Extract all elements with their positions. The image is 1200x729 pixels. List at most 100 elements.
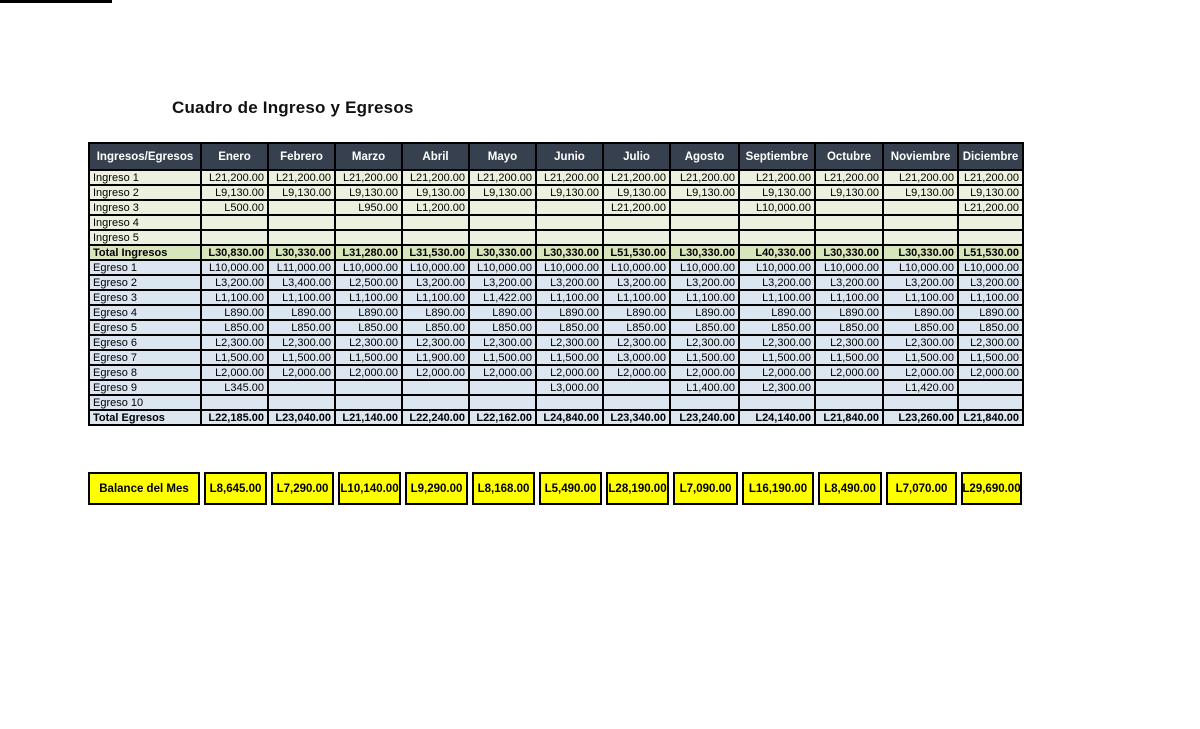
cell-value: L21,140.00 <box>334 409 403 426</box>
balance-value: L29,690.00 <box>961 472 1022 505</box>
cell-value <box>535 214 604 231</box>
cell-value: L890.00 <box>602 304 671 321</box>
cell-value: L3,200.00 <box>200 274 269 291</box>
cell-value: L10,000.00 <box>957 259 1024 276</box>
row-label: Egreso 7 <box>88 349 202 366</box>
cell-value <box>334 394 403 411</box>
cell-value <box>957 379 1024 396</box>
cell-value: L21,200.00 <box>468 169 537 186</box>
cell-value: L850.00 <box>957 319 1024 336</box>
cell-value: L51,530.00 <box>602 244 671 261</box>
cell-value: L21,200.00 <box>334 169 403 186</box>
cell-value: L850.00 <box>334 319 403 336</box>
row-label: Ingreso 1 <box>88 169 202 186</box>
cell-value: L23,340.00 <box>602 409 671 426</box>
cell-value: L850.00 <box>738 319 816 336</box>
row-label: Egreso 6 <box>88 334 202 351</box>
cell-value <box>669 214 740 231</box>
cell-value: L22,240.00 <box>401 409 470 426</box>
cell-value <box>468 379 537 396</box>
cell-value: L850.00 <box>267 319 336 336</box>
balance-value: L16,190.00 <box>742 472 814 505</box>
table-row-ingreso-5: Ingreso 5 <box>88 229 1024 246</box>
cell-value <box>535 199 604 216</box>
cell-value: L10,000.00 <box>602 259 671 276</box>
column-header-diciembre: Diciembre <box>957 142 1024 171</box>
cell-value: L9,130.00 <box>669 184 740 201</box>
cell-value: L1,100.00 <box>957 289 1024 306</box>
cell-value: L9,130.00 <box>401 184 470 201</box>
cell-value <box>814 229 884 246</box>
row-label: Egreso 4 <box>88 304 202 321</box>
cell-value <box>882 394 959 411</box>
row-label: Total Ingresos <box>88 244 202 261</box>
balance-value: L9,290.00 <box>405 472 468 505</box>
cell-value: L1,500.00 <box>334 349 403 366</box>
cell-value: L21,200.00 <box>957 199 1024 216</box>
table-row-ingreso-3: Ingreso 3 L500.00 L950.00 L1,200.00 L21,200.… <box>88 199 1024 216</box>
cell-value <box>267 379 336 396</box>
cell-value: L21,200.00 <box>267 169 336 186</box>
cell-value: L2,300.00 <box>669 334 740 351</box>
cell-value: L2,000.00 <box>602 364 671 381</box>
cell-value <box>468 214 537 231</box>
cell-value <box>468 229 537 246</box>
table-row-egreso-5: Egreso 5 L850.00 L850.00 L850.00 L850.00 L850… <box>88 319 1024 336</box>
column-header-abril: Abril <box>401 142 470 171</box>
cell-value: L22,162.00 <box>468 409 537 426</box>
cell-value: L21,840.00 <box>814 409 884 426</box>
cell-value: L9,130.00 <box>200 184 269 201</box>
cell-value: L9,130.00 <box>738 184 816 201</box>
cell-value: L890.00 <box>814 304 884 321</box>
cell-value: L3,000.00 <box>535 379 604 396</box>
cell-value: L9,130.00 <box>882 184 959 201</box>
cell-value <box>669 199 740 216</box>
cell-value: L31,280.00 <box>334 244 403 261</box>
table-row-total-egresos: Total Egresos L22,185.00 L23,040.00 L21,140… <box>88 409 1024 426</box>
cell-value: L500.00 <box>200 199 269 216</box>
cell-value: L850.00 <box>882 319 959 336</box>
cell-value <box>882 229 959 246</box>
cell-value: L2,300.00 <box>401 334 470 351</box>
cell-value: L30,330.00 <box>814 244 884 261</box>
cell-value: L21,200.00 <box>602 199 671 216</box>
cell-value: L2,000.00 <box>669 364 740 381</box>
cell-value: L1,500.00 <box>535 349 604 366</box>
cell-value: L30,330.00 <box>468 244 537 261</box>
cell-value: L24,840.00 <box>535 409 604 426</box>
cell-value: L950.00 <box>334 199 403 216</box>
cell-value: L850.00 <box>401 319 470 336</box>
page-title: Cuadro de Ingreso y Egresos <box>172 98 414 117</box>
cell-value: L9,130.00 <box>814 184 884 201</box>
balance-value: L7,290.00 <box>271 472 334 505</box>
cell-value: L2,000.00 <box>200 364 269 381</box>
cell-value: L850.00 <box>468 319 537 336</box>
balance-value: L8,490.00 <box>818 472 882 505</box>
cell-value: L10,000.00 <box>401 259 470 276</box>
cell-value: L9,130.00 <box>957 184 1024 201</box>
cell-value <box>602 394 671 411</box>
cell-value: L2,300.00 <box>535 334 604 351</box>
cell-value: L21,200.00 <box>882 169 959 186</box>
row-label: Ingreso 4 <box>88 214 202 231</box>
cell-value: L3,200.00 <box>882 274 959 291</box>
cell-value: L890.00 <box>334 304 403 321</box>
cell-value: L23,240.00 <box>669 409 740 426</box>
cell-value: L21,200.00 <box>535 169 604 186</box>
cell-value: L2,300.00 <box>814 334 884 351</box>
cell-value: L30,330.00 <box>535 244 604 261</box>
cell-value <box>814 199 884 216</box>
table-row-egreso-2: Egreso 2 L3,200.00 L3,400.00 L2,500.00 L3,20… <box>88 274 1024 291</box>
cell-value: L1,100.00 <box>669 289 740 306</box>
column-header-septiembre: Septiembre <box>738 142 816 171</box>
cell-value <box>602 229 671 246</box>
cell-value: L850.00 <box>669 319 740 336</box>
cell-value: L10,000.00 <box>882 259 959 276</box>
cell-value: L1,500.00 <box>267 349 336 366</box>
table-row-egreso-3: Egreso 3 L1,100.00 L1,100.00 L1,100.00 L1,10… <box>88 289 1024 306</box>
cell-value: L21,200.00 <box>602 169 671 186</box>
cell-value <box>267 394 336 411</box>
cell-value <box>957 394 1024 411</box>
cell-value: L10,000.00 <box>738 259 816 276</box>
balance-value: L8,645.00 <box>204 472 267 505</box>
